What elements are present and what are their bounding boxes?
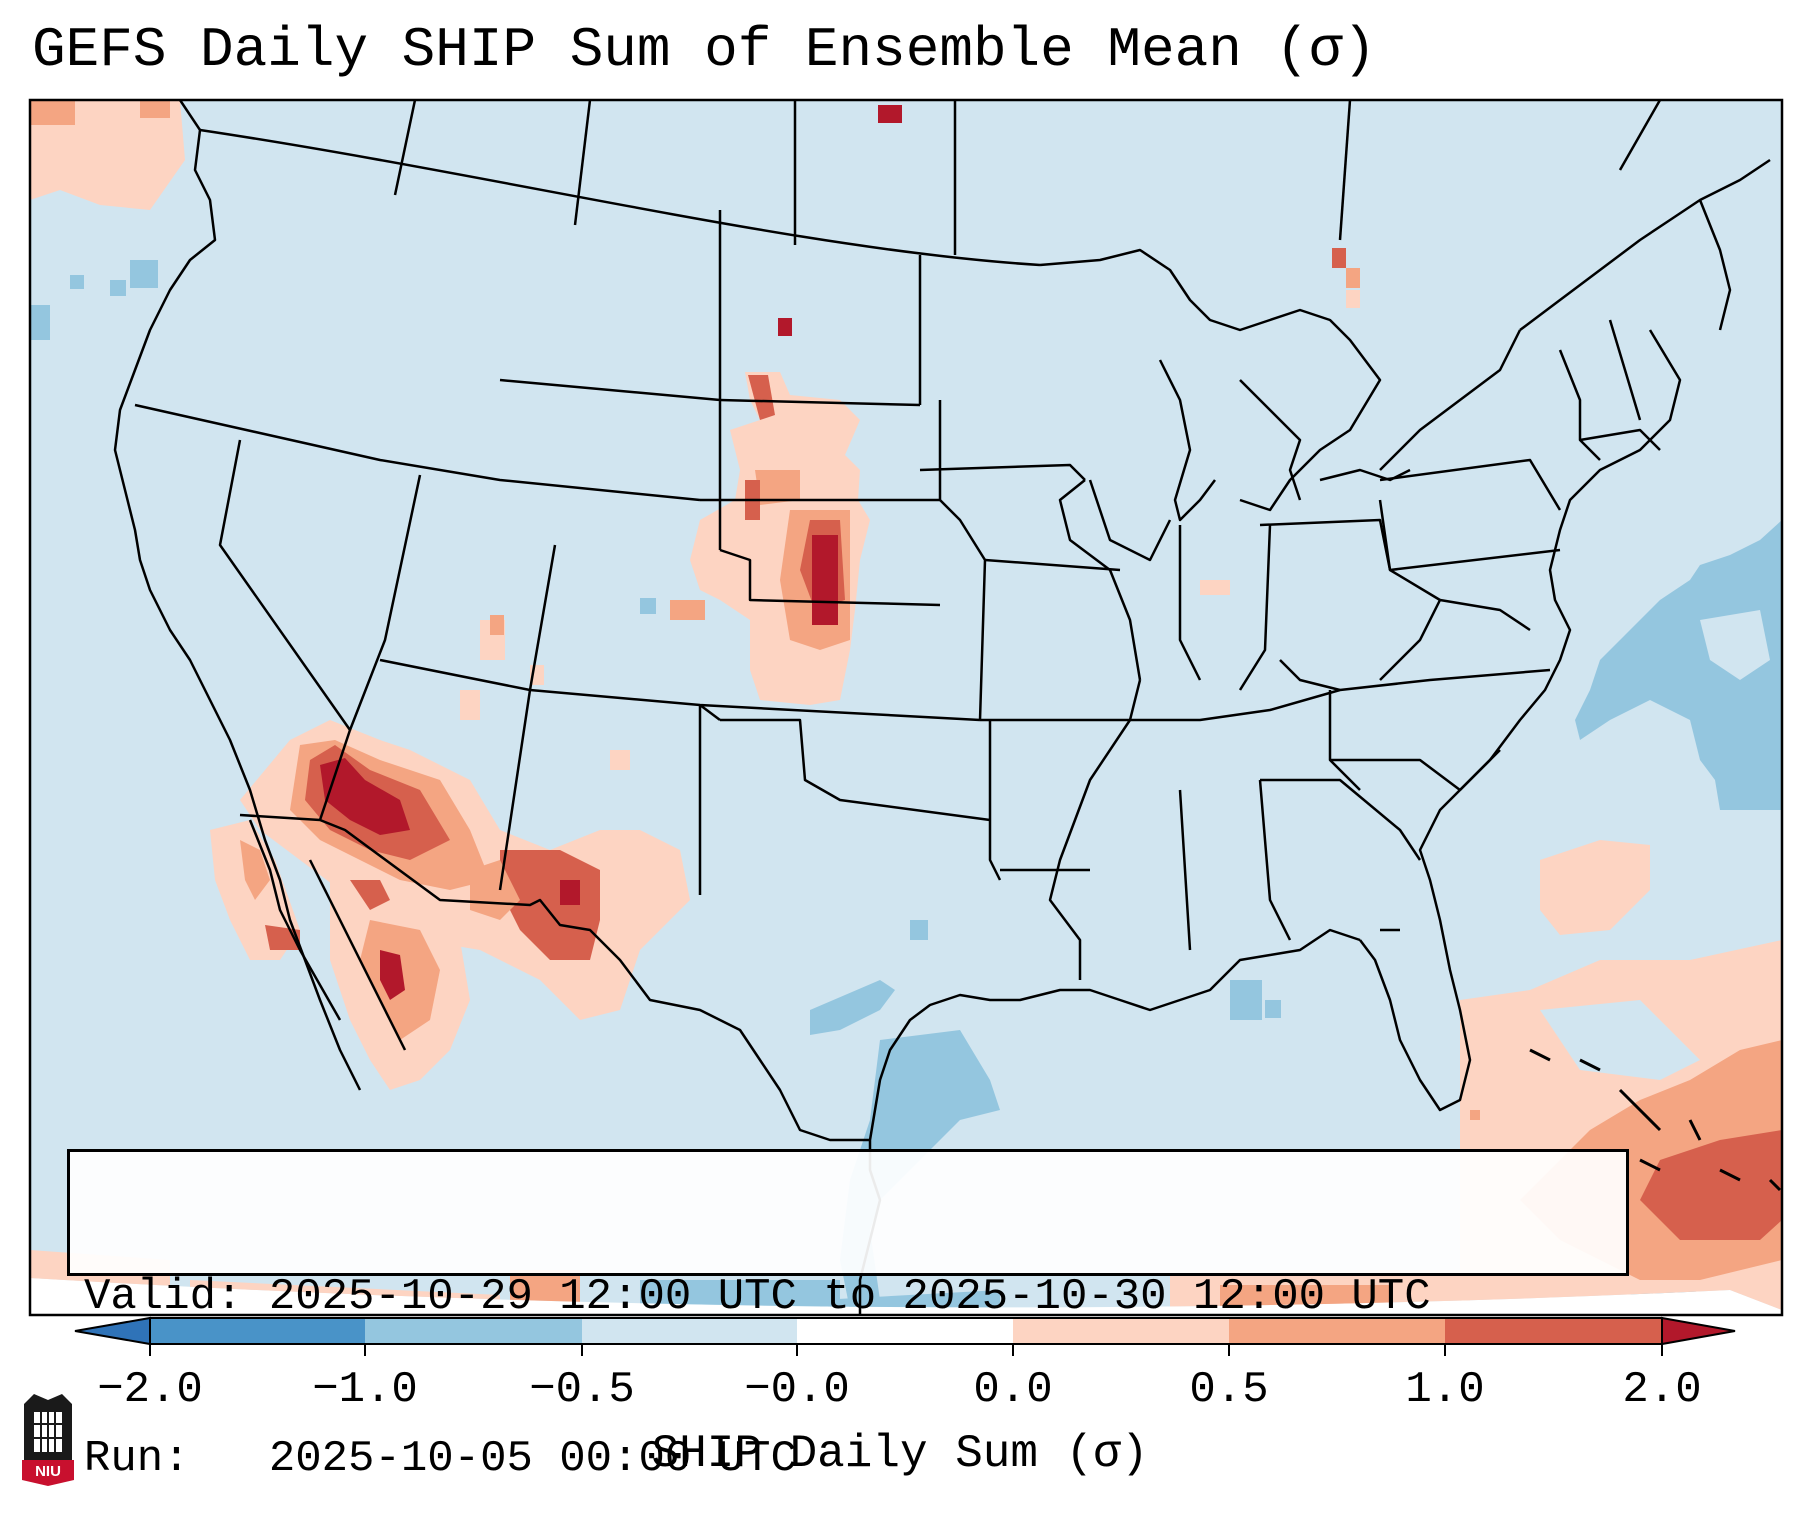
niu-logo: NIU: [20, 1390, 76, 1486]
logo-text: NIU: [35, 1463, 61, 1480]
colorbar-tick: 0.5: [1189, 1365, 1269, 1415]
colorbar-label: SHIP Daily Sum (σ): [651, 1428, 1149, 1480]
valid-run-box: Valid: 2025-10-29 12:00 UTC to 2025-10-3…: [67, 1149, 1629, 1484]
colorbar-tick: 0.0: [973, 1365, 1053, 1415]
islands: [1529, 1048, 1782, 1192]
colorbar-tick: −0.0: [744, 1365, 850, 1415]
colorbar-tick: 2.0: [1622, 1365, 1702, 1415]
colorbar-tick: 1.0: [1405, 1365, 1485, 1415]
borders: [113, 99, 1771, 1315]
run-line: Run: 2025-10-05 00:00 UTC: [84, 1434, 797, 1484]
map-figure: [28, 98, 1784, 1356]
colorbar-tick: −0.5: [529, 1365, 635, 1415]
colorbar-tick: −1.0: [312, 1365, 418, 1415]
page-title: GEFS Daily SHIP Sum of Ensemble Mean (σ): [32, 18, 1377, 82]
valid-line: Valid: 2025-10-29 12:00 UTC to 2025-10-3…: [84, 1272, 1431, 1322]
shaded-field: [30, 100, 1782, 1310]
colorbar: [74, 1316, 1736, 1356]
colorbar-tick: −2.0: [97, 1365, 203, 1415]
